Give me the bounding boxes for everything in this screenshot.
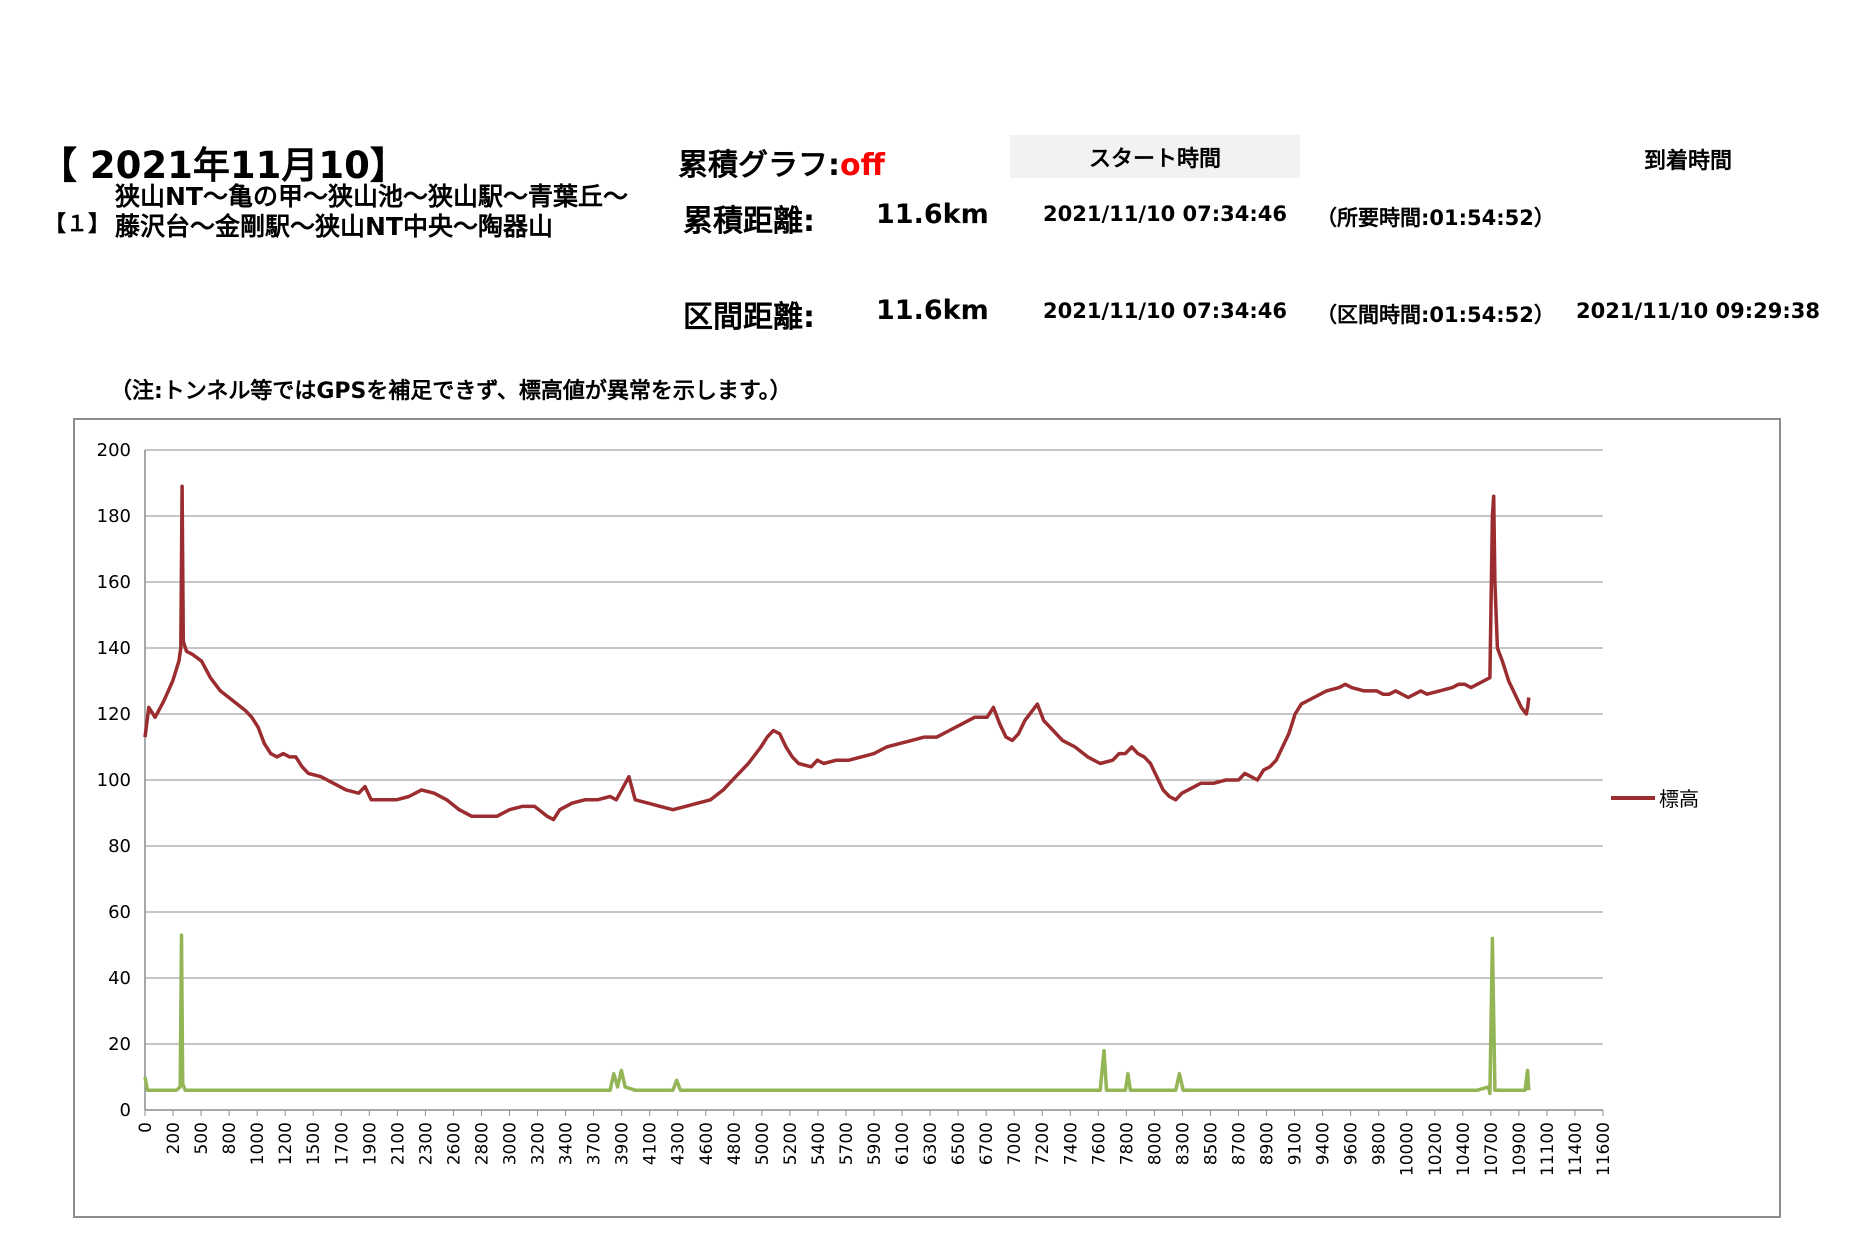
- x-tick-label-3: 800: [220, 1122, 240, 1154]
- x-tick-label-22: 5000: [753, 1122, 773, 1165]
- start-time-2: 2021/11/10 07:34:46: [1043, 299, 1288, 323]
- x-tick-label-13: 3000: [501, 1122, 521, 1165]
- x-tick-label-30: 6700: [977, 1122, 997, 1165]
- x-tick-label-34: 7600: [1089, 1122, 1109, 1165]
- route-description: 狭山NT～亀の甲～狭山池～狭山駅～青葉丘～ 藤沢台～金剛駅～狭山NT中央～陶器山: [115, 182, 628, 242]
- x-tick-label-10: 2300: [416, 1122, 436, 1165]
- y-tick-label-160: 160: [97, 572, 131, 593]
- y-tick-label-20: 20: [108, 1034, 131, 1055]
- route-line-1: 狭山NT～亀の甲～狭山池～狭山駅～青葉丘～: [115, 182, 628, 211]
- y-tick-label-140: 140: [97, 638, 131, 659]
- required-time: （所要時間:01:54:52）: [1316, 206, 1555, 230]
- x-tick-label-38: 8500: [1201, 1122, 1221, 1165]
- x-tick-label-24: 5400: [809, 1122, 829, 1165]
- elevation-chart-svg: 0 20 40 60 80 100 120 140 160 180 200 0 200 500 800 10…: [97, 440, 1699, 1176]
- cumulative-graph-toggle[interactable]: 累積グラフ:off: [678, 140, 885, 184]
- route-number: 【１】: [44, 212, 111, 237]
- x-tick-label-4: 1000: [248, 1122, 268, 1165]
- x-tick-label-15: 3400: [557, 1122, 577, 1165]
- x-tick-label-33: 7400: [1061, 1122, 1081, 1165]
- x-tick-label-27: 6100: [893, 1122, 913, 1165]
- x-tick-label-32: 7200: [1033, 1122, 1053, 1165]
- series-line-secondary: [143, 933, 1531, 1096]
- x-tick-label-5: 1200: [276, 1122, 296, 1165]
- series-line-elevation: [143, 484, 1531, 822]
- x-tick-label-40: 8900: [1258, 1122, 1278, 1165]
- x-axis: 0 200 500 800 1000 1200 1500 1700 1900 2100 2300 26…: [136, 1109, 1614, 1176]
- x-tick-label-21: 4800: [725, 1122, 745, 1165]
- y-tick-label-60: 60: [108, 902, 131, 923]
- y-tick-label-80: 80: [108, 836, 131, 857]
- x-tick-label-14: 3200: [529, 1122, 549, 1165]
- x-tick-label-41: 9100: [1286, 1122, 1306, 1165]
- elevation-chart: 0 20 40 60 80 100 120 140 160 180 200 0 200 500 800 10…: [73, 418, 1781, 1218]
- x-tick-label-25: 5700: [837, 1122, 857, 1165]
- x-tick-label-16: 3700: [585, 1122, 605, 1165]
- x-tick-label-52: 11600: [1594, 1122, 1614, 1176]
- y-tick-label-200: 200: [97, 440, 131, 461]
- cumulative-graph-value[interactable]: off: [840, 148, 885, 183]
- x-tick-label-8: 1900: [360, 1122, 380, 1165]
- x-tick-label-2: 500: [192, 1122, 212, 1154]
- x-tick-label-23: 5200: [781, 1122, 801, 1165]
- x-tick-label-50: 11100: [1538, 1122, 1558, 1176]
- x-tick-label-45: 10000: [1398, 1122, 1418, 1176]
- x-tick-label-20: 4600: [697, 1122, 717, 1165]
- cumulative-graph-label: 累積グラフ:: [678, 148, 840, 183]
- start-time-1: 2021/11/10 07:34:46: [1043, 202, 1288, 226]
- section-distance-value: 11.6km: [876, 295, 989, 326]
- x-tick-label-1: 200: [164, 1122, 184, 1154]
- y-tick-label-180: 180: [97, 506, 131, 527]
- x-tick-label-43: 9600: [1342, 1122, 1362, 1165]
- x-tick-label-35: 7800: [1117, 1122, 1137, 1165]
- x-tick-label-17: 3900: [613, 1122, 633, 1165]
- x-tick-label-51: 11400: [1566, 1122, 1586, 1176]
- x-tick-label-31: 7000: [1005, 1122, 1025, 1165]
- section-distance-label: 区間距離:: [683, 300, 815, 335]
- y-axis: 0 20 40 60 80 100 120 140 160 180 200: [97, 440, 146, 1121]
- x-tick-label-11: 2600: [444, 1122, 464, 1165]
- start-time-label: スタート時間: [1010, 135, 1300, 178]
- legend-label-elevation: 標高: [1659, 787, 1699, 811]
- x-tick-label-28: 6300: [921, 1122, 941, 1165]
- cumulative-distance-label: 累積距離:: [683, 204, 815, 239]
- x-tick-label-37: 8300: [1173, 1122, 1193, 1165]
- x-tick-label-42: 9400: [1314, 1122, 1334, 1165]
- x-tick-label-7: 1700: [332, 1122, 352, 1165]
- x-tick-label-6: 1500: [304, 1122, 324, 1165]
- cumulative-distance-value: 11.6km: [876, 199, 989, 230]
- y-tick-label-120: 120: [97, 704, 131, 725]
- arrival-time: 2021/11/10 09:29:38: [1576, 299, 1821, 323]
- grid-layer: [145, 449, 1603, 1111]
- x-tick-label-12: 2800: [472, 1122, 492, 1165]
- x-tick-label-18: 4100: [641, 1122, 661, 1165]
- x-tick-label-46: 10200: [1426, 1122, 1446, 1176]
- series-layer: [143, 484, 1531, 1096]
- y-tick-label-100: 100: [97, 770, 131, 791]
- x-tick-label-48: 10700: [1482, 1122, 1502, 1176]
- section-time: （区間時間:01:54:52）: [1316, 303, 1555, 327]
- gps-note: （注:トンネル等ではGPSを補足できず、標高値が異常を示します。）: [110, 379, 792, 404]
- x-tick-label-47: 10400: [1454, 1122, 1474, 1176]
- x-tick-label-29: 6500: [949, 1122, 969, 1165]
- arrival-time-label: 到着時間: [1644, 149, 1733, 174]
- x-tick-label-26: 5900: [865, 1122, 885, 1165]
- x-tick-label-0: 0: [136, 1122, 156, 1133]
- x-tick-label-49: 10900: [1510, 1122, 1530, 1176]
- y-tick-label-0: 0: [120, 1100, 131, 1121]
- x-tick-label-39: 8700: [1230, 1122, 1250, 1165]
- x-tick-label-9: 2100: [388, 1122, 408, 1165]
- x-tick-label-36: 8000: [1145, 1122, 1165, 1165]
- x-tick-label-44: 9800: [1370, 1122, 1390, 1165]
- y-tick-label-40: 40: [108, 968, 131, 989]
- date-title: 【 2021年11月10】: [40, 144, 407, 187]
- x-tick-label-19: 4300: [669, 1122, 689, 1165]
- route-line-2: 藤沢台～金剛駅～狭山NT中央～陶器山: [115, 212, 553, 241]
- legend: 標高: [1611, 787, 1699, 811]
